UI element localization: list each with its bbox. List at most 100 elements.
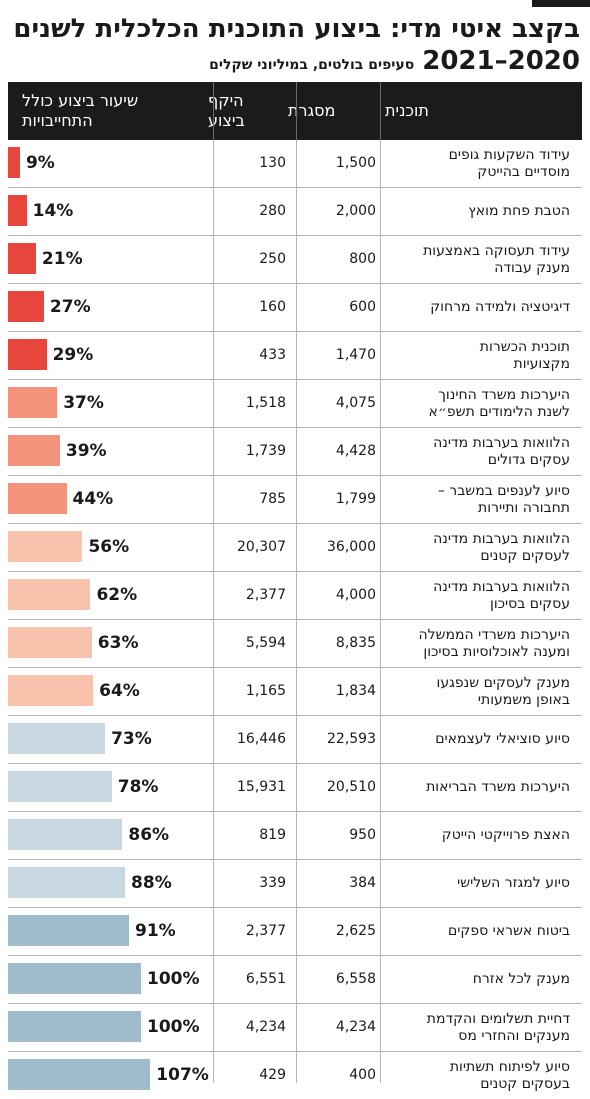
rate-label: 86% bbox=[128, 825, 170, 845]
executed-value: 1,739 bbox=[245, 443, 286, 459]
rate-bar bbox=[8, 867, 126, 898]
header-separator bbox=[213, 82, 214, 140]
program-name-line: מענק לעסקים שנפגעו bbox=[436, 674, 571, 691]
program-name-line: הלוואות בערבות מדינה bbox=[433, 530, 570, 547]
rate-bar bbox=[8, 819, 123, 850]
program-name-line: סיוע למגזר השלישי bbox=[457, 875, 570, 891]
rate-bar bbox=[8, 963, 141, 994]
table-row: היערכות משרד הבריאות 20,510 15,931 78% bbox=[8, 764, 582, 812]
executed-value: 20,307 bbox=[237, 539, 286, 555]
program-name: סיוע לענפים במשבר – תחבורה ותיירות bbox=[378, 476, 570, 523]
subtitle-years: 2020–2021 bbox=[422, 46, 580, 76]
program-name-line: תחבורה ותיירות bbox=[478, 499, 570, 516]
program-name-line: מקצועיות bbox=[513, 355, 570, 372]
rate-bar bbox=[8, 243, 36, 274]
rate-label: 37% bbox=[63, 393, 104, 413]
rate-bar bbox=[8, 771, 112, 802]
header-budget-label: מסגרת bbox=[288, 101, 336, 120]
rate-label: 14% bbox=[32, 201, 74, 221]
executed-value: 5,594 bbox=[245, 635, 286, 651]
budget-value: 400 bbox=[349, 1067, 376, 1083]
program-name: סיוע סוציאלי לעצמאים bbox=[378, 716, 570, 763]
budget-value: 2,000 bbox=[335, 203, 376, 219]
header-separator bbox=[380, 82, 381, 140]
program-name-line: היערכות משרד הבריאות bbox=[426, 779, 570, 795]
budget-value: 600 bbox=[349, 299, 376, 315]
program-name: הלוואות בערבות מדינה עסקים בסיכון bbox=[378, 572, 570, 619]
program-name: תוכנית הכשרות מקצועיות bbox=[378, 332, 570, 379]
program-name: היערכות משרד החינוך לשנת הלימודים תשפ״א bbox=[378, 380, 570, 427]
rate-label: 91% bbox=[135, 921, 176, 941]
executed-value: 1,518 bbox=[245, 395, 286, 411]
rate-label: 62% bbox=[96, 585, 138, 605]
program-name-line: מענקים והחזרי מס bbox=[458, 1027, 570, 1044]
executed-value: 130 bbox=[259, 155, 286, 171]
executed-value: 2,377 bbox=[245, 587, 286, 603]
rate-bar bbox=[8, 339, 47, 370]
program-name: הלוואות בערבות מדינה לעסקים קטנים bbox=[378, 524, 570, 571]
executed-value: 160 bbox=[259, 299, 286, 315]
budget-value: 1,799 bbox=[335, 491, 376, 507]
executed-value: 250 bbox=[259, 251, 286, 267]
budget-value: 1,470 bbox=[335, 347, 376, 363]
header-separator bbox=[296, 82, 297, 140]
program-name-line: סיוע לפיתוח תשתיות bbox=[449, 1058, 570, 1075]
rate-label: 39% bbox=[65, 441, 107, 461]
program-name-line: מענק לכל אזרח bbox=[472, 971, 570, 987]
table-row: הטבת פחת מואץ 2,000 280 14% bbox=[8, 188, 582, 236]
rate-label: 107% bbox=[156, 1065, 209, 1085]
rate-label: 88% bbox=[131, 873, 172, 893]
rate-bar bbox=[8, 195, 27, 226]
rate-bar bbox=[8, 387, 58, 418]
executed-value: 280 bbox=[259, 203, 286, 219]
column-divider bbox=[380, 140, 381, 1083]
program-name: הלוואות בערבות מדינה עסקים גדולים bbox=[378, 428, 570, 475]
executed-value: 15,931 bbox=[237, 779, 286, 795]
program-name: עידוד תעסוקה באמצעות מענק עבודה bbox=[378, 236, 570, 283]
rate-label: 64% bbox=[99, 681, 140, 701]
executed-value: 4,234 bbox=[245, 1019, 286, 1035]
table-row: מענק לכל אזרח 6,558 6,551 100% bbox=[8, 956, 582, 1004]
rate-label: 27% bbox=[49, 297, 91, 317]
table-row: תוכנית הכשרות מקצועיות 1,470 433 29% bbox=[8, 332, 582, 380]
program-name-line: סיוע לענפים במשבר – bbox=[437, 482, 570, 499]
table-row: הלוואות בערבות מדינה עסקים בסיכון 4,000 2,3… bbox=[8, 572, 582, 620]
header-executed: היקף ביצוע bbox=[208, 82, 290, 140]
program-name: סיוע למגזר השלישי bbox=[378, 860, 570, 907]
budget-value: 4,075 bbox=[335, 395, 376, 411]
program-name-line: באופן משמעותי bbox=[477, 691, 570, 708]
executed-value: 339 bbox=[259, 875, 286, 891]
executed-value: 429 bbox=[259, 1067, 286, 1083]
rate-label: 100% bbox=[147, 969, 200, 989]
header-rate-line2: התחייבויות bbox=[22, 111, 93, 130]
table-row: היערכות משרד החינוך לשנת הלימודים תשפ״א 4,… bbox=[8, 380, 582, 428]
header-budget: מסגרת bbox=[288, 82, 378, 140]
table-row: דחיית תשלומים והקדמת מענקים והחזרי מס 4,23… bbox=[8, 1004, 582, 1052]
executed-value: 785 bbox=[259, 491, 286, 507]
header-executed-line2: ביצוע bbox=[208, 111, 245, 130]
program-name-line: לשנת הלימודים תשפ״א bbox=[428, 403, 570, 420]
budget-value: 2,625 bbox=[335, 923, 376, 939]
header-program-label: תוכנית bbox=[385, 101, 429, 120]
program-name: הטבת פחת מואץ bbox=[378, 188, 570, 235]
program-name-line: האצת פרוייקטי הייטק bbox=[441, 827, 570, 843]
program-name-line: ומענה לאוכלוסיות בסיכון bbox=[423, 643, 570, 660]
rate-bar bbox=[8, 915, 130, 946]
program-name-line: היערכות משרד החינוך bbox=[438, 386, 570, 403]
program-name: היערכות משרד הבריאות bbox=[378, 764, 570, 811]
table-row: סיוע סוציאלי לעצמאים 22,593 16,446 73% bbox=[8, 716, 582, 764]
rate-label: 9% bbox=[25, 153, 55, 173]
program-name-line: דיגיטציה ולמידה מרחוק bbox=[430, 299, 570, 315]
program-name-line: תוכנית הכשרות bbox=[479, 338, 570, 355]
executed-value: 2,377 bbox=[245, 923, 286, 939]
table-row: סיוע לפיתוח תשתיות בעסקים קטנים 400 429 107% bbox=[8, 1052, 582, 1099]
budget-value: 4,000 bbox=[335, 587, 376, 603]
budget-value: 20,510 bbox=[327, 779, 376, 795]
program-name: היערכות משרדי הממשלה ומענה לאוכלוסיות בסי… bbox=[378, 620, 570, 667]
program-name-line: מוסדיים בהייטק bbox=[477, 163, 570, 180]
program-name-line: לעסקים קטנים bbox=[480, 547, 570, 564]
program-name-line: דחיית תשלומים והקדמת bbox=[426, 1010, 570, 1027]
program-name: דיגיטציה ולמידה מרחוק bbox=[378, 284, 570, 331]
rate-bar bbox=[8, 483, 67, 514]
executed-value: 6,551 bbox=[245, 971, 286, 987]
